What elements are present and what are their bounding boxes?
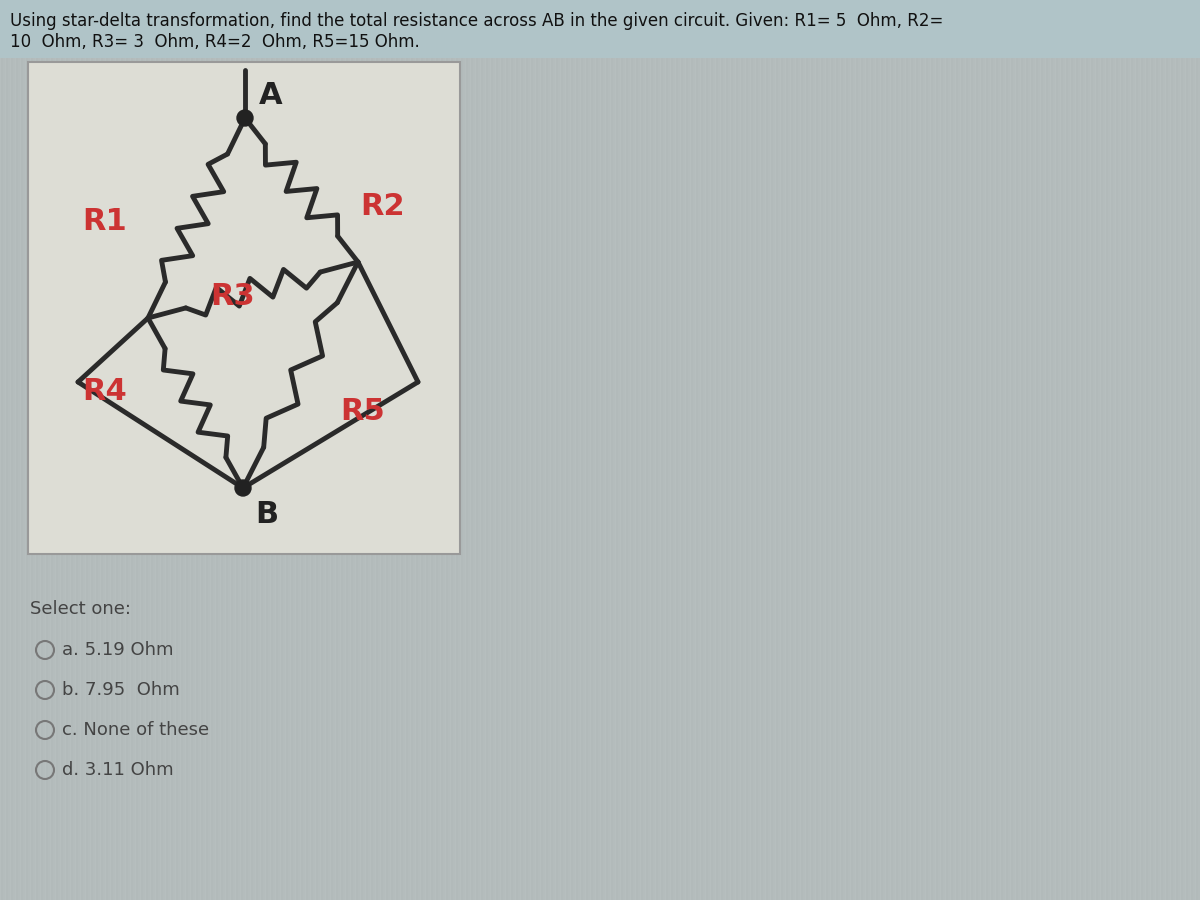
- Text: A: A: [259, 81, 283, 110]
- Text: d. 3.11 Ohm: d. 3.11 Ohm: [62, 761, 174, 779]
- Text: R4: R4: [82, 377, 127, 406]
- Circle shape: [238, 110, 253, 126]
- Text: R1: R1: [82, 207, 127, 236]
- Bar: [0, 0, 1200, 58]
- Text: c. None of these: c. None of these: [62, 721, 209, 739]
- Bar: [28, 62, 460, 554]
- Text: b. 7.95  Ohm: b. 7.95 Ohm: [62, 681, 180, 699]
- Text: 10  Ohm, R3= 3  Ohm, R4=2  Ohm, R5=15 Ohm.: 10 Ohm, R3= 3 Ohm, R4=2 Ohm, R5=15 Ohm.: [10, 33, 420, 51]
- Text: B: B: [256, 500, 278, 529]
- Text: a. 5.19 Ohm: a. 5.19 Ohm: [62, 641, 174, 659]
- Text: Select one:: Select one:: [30, 600, 131, 618]
- Circle shape: [235, 480, 251, 496]
- Text: R2: R2: [360, 192, 404, 221]
- Text: Using star-delta transformation, find the total resistance across AB in the give: Using star-delta transformation, find th…: [10, 12, 943, 30]
- Text: R3: R3: [210, 282, 254, 311]
- Text: R5: R5: [340, 397, 385, 426]
